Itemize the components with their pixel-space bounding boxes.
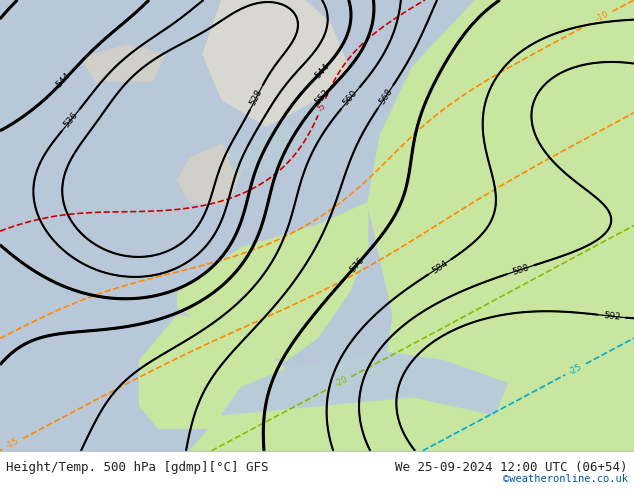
Text: -20: -20 xyxy=(333,375,349,389)
Text: 584: 584 xyxy=(430,259,450,275)
Text: ©weatheronline.co.uk: ©weatheronline.co.uk xyxy=(503,474,628,484)
Text: -5: -5 xyxy=(316,101,328,113)
Polygon shape xyxy=(190,397,495,451)
Text: 544: 544 xyxy=(313,62,331,80)
Text: -25: -25 xyxy=(567,362,584,376)
Text: 544: 544 xyxy=(55,71,73,90)
Text: 536: 536 xyxy=(62,111,80,129)
Text: 528: 528 xyxy=(249,88,264,107)
Text: 588: 588 xyxy=(511,263,531,276)
Text: Height/Temp. 500 hPa [gdmp][°C] GFS: Height/Temp. 500 hPa [gdmp][°C] GFS xyxy=(6,461,269,474)
Text: 560: 560 xyxy=(342,89,359,107)
Polygon shape xyxy=(203,0,349,126)
Text: 592: 592 xyxy=(603,311,621,321)
Polygon shape xyxy=(178,144,241,203)
Polygon shape xyxy=(349,0,634,451)
Polygon shape xyxy=(178,203,368,361)
Text: 568: 568 xyxy=(377,87,394,106)
Text: 576: 576 xyxy=(348,255,366,274)
Polygon shape xyxy=(139,316,285,428)
Polygon shape xyxy=(82,45,165,81)
Text: -15: -15 xyxy=(4,437,21,451)
Polygon shape xyxy=(228,126,304,172)
Text: -10: -10 xyxy=(594,10,610,24)
Polygon shape xyxy=(222,352,507,415)
Text: We 25-09-2024 12:00 UTC (06+54): We 25-09-2024 12:00 UTC (06+54) xyxy=(395,461,628,474)
Text: 552: 552 xyxy=(313,88,332,107)
